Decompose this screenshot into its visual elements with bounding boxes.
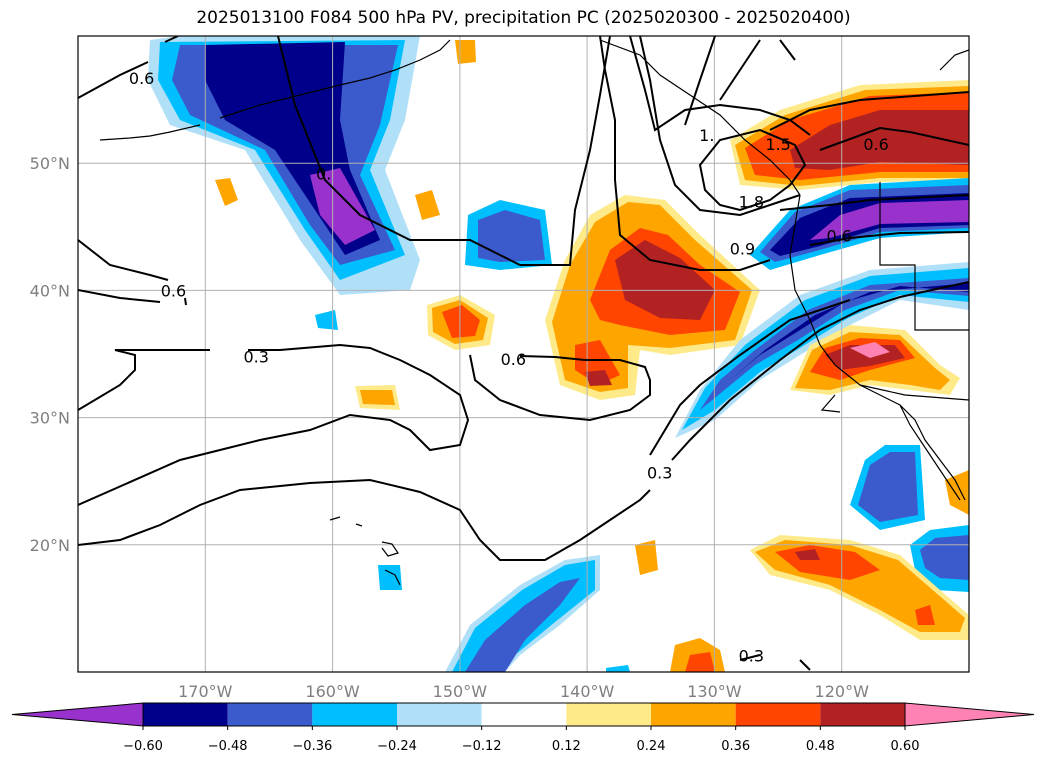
colorbar-box [566,703,651,726]
colorbar-box [481,703,567,726]
colorbar-tick-label: 0.36 [721,739,750,754]
contour-label: 1. [699,126,714,145]
lat-tick-label: 20°N [30,536,70,555]
colorbar-box [397,703,482,726]
lon-tick-label: 170°W [178,682,233,701]
lon-tick-label: 120°W [815,682,870,701]
lon-tick-label: 160°W [305,682,360,701]
colorbar-tick-label: 0.24 [637,739,666,754]
map-gridlines [78,36,969,672]
contour-label: 0.6 [826,227,851,246]
colorbar-box [820,703,905,726]
lon-tick-label: 140°W [560,682,615,701]
pv-contour-0.3-diagonal [671,281,969,461]
alaska-peninsula-coast [219,39,451,119]
pv-contours [78,36,969,671]
baja-california-coast [899,404,961,501]
contour-label: 0.3 [647,463,672,482]
colorbar-tick-label: −0.36 [292,739,332,754]
pv-contour-0.3-west [78,343,470,506]
lat-tick-label: 50°N [30,154,70,173]
colorbar-tick-label: −0.48 [208,739,248,754]
map-frame [77,35,970,673]
colorbar: −0.60 −0.48 −0.36 −0.24 −0.12 0.12 0.24 0.36 0.4… [11,702,1035,754]
colorbar-tick-label: 0.12 [552,739,581,754]
pv-contour-1.8 [698,128,807,212]
colorbar-tick-label: −0.60 [123,739,163,754]
contour-label: 0.9 [730,239,755,258]
longitude-tick-labels: 170°W 160°W 150°W 140°W 130°W 120°W [178,682,869,701]
colorbar-extend-max [904,702,1035,727]
colorbar-tick-label: −0.24 [377,739,417,754]
colorbar-tick-label: 0.60 [891,739,920,754]
colorbar-extend-min [11,702,144,727]
contour-label: 1.8 [739,192,764,211]
contour-label: 1.5 [765,135,790,154]
contour-label: 0.6 [161,281,186,300]
lon-tick-label: 130°W [687,682,742,701]
contour-label: 0.6 [129,69,154,88]
lon-tick-label: 150°W [433,682,488,701]
lat-tick-label: 30°N [30,409,70,428]
lat-tick-label: 40°N [30,281,70,300]
colorbar-box [227,703,313,726]
contour-label: 0.6 [501,350,526,369]
latitude-tick-labels: 50°N 40°N 30°N 20°N [30,154,70,555]
colorbar-tick-label: 0.48 [806,739,835,754]
contour-labels: 0.6 0.6 0.3 0.6 0.3 0.3 1.8 0.9 0.6 0.6 1.5 1. 0. [129,69,889,665]
contour-label: 0. [316,164,331,183]
chart-title: 2025013100 F084 500 hPa PV, precipitatio… [196,8,851,28]
coastlines [99,39,969,586]
contour-label: 0.3 [739,646,764,665]
colorbar-tick-label: −0.12 [462,739,502,754]
colorbar-box [735,703,821,726]
pv-contour-0.6-north [78,36,179,99]
colorbar-box [312,703,397,726]
colorbar-box [143,703,228,726]
hawaii-islands [329,516,399,557]
contour-label: 0.6 [863,135,888,154]
colorbar-box [651,703,736,726]
contour-label: 0.3 [243,348,268,367]
